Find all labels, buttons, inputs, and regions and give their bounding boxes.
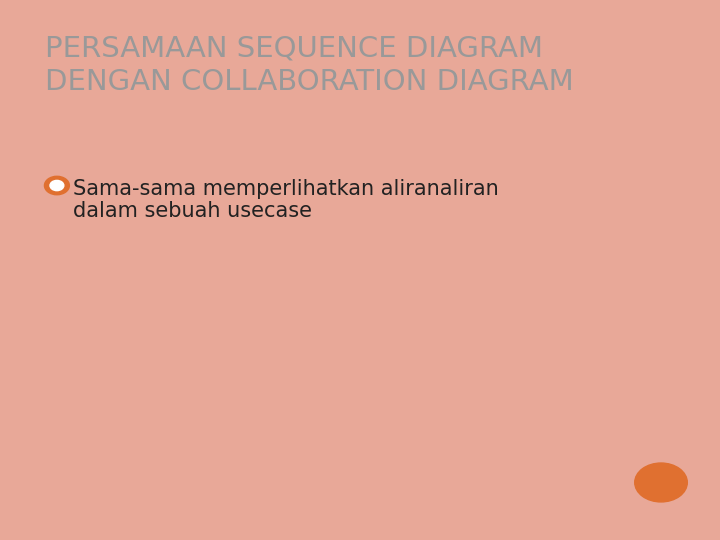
Circle shape xyxy=(50,180,64,191)
Text: Sama-sama memperlihatkan aliranaliran: Sama-sama memperlihatkan aliranaliran xyxy=(73,179,498,199)
Text: PERSAMAAN SEQUENCE DIAGRAM
DENGAN COLLABORATION DIAGRAM: PERSAMAAN SEQUENCE DIAGRAM DENGAN COLLAB… xyxy=(45,35,574,96)
Circle shape xyxy=(635,463,688,502)
Text: dalam sebuah usecase: dalam sebuah usecase xyxy=(73,201,312,221)
Circle shape xyxy=(45,176,69,195)
